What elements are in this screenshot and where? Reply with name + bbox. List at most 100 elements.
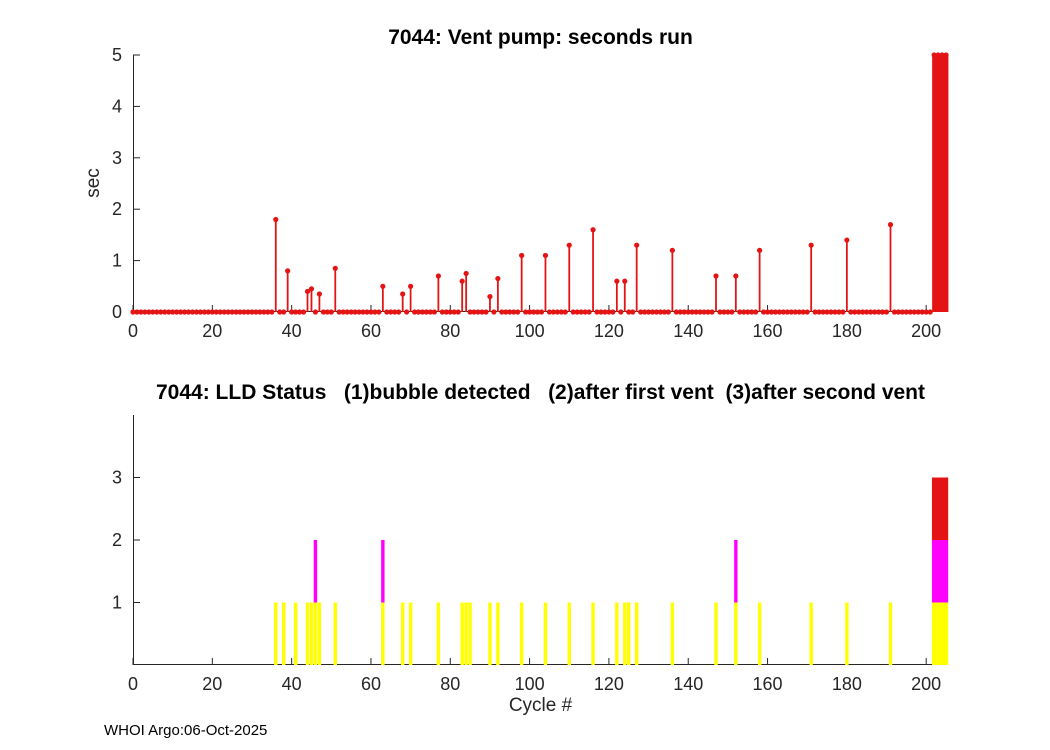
stem-zero-marker bbox=[261, 309, 267, 315]
stem-zero-marker bbox=[673, 309, 679, 315]
status-bar-segment-level-2 bbox=[931, 540, 937, 603]
stem-zero-marker bbox=[340, 309, 346, 315]
x-tick-label: 120 bbox=[594, 674, 624, 694]
stem-zero-marker bbox=[824, 309, 830, 315]
stem-zero-marker bbox=[158, 309, 164, 315]
stem-zero-marker bbox=[911, 309, 917, 315]
x-tick-label: 140 bbox=[673, 321, 703, 341]
stem-marker bbox=[634, 242, 640, 248]
stem-zero-marker bbox=[209, 309, 215, 315]
status-bar-segment-level-1 bbox=[313, 602, 318, 665]
status-bar-segment-level-3 bbox=[943, 477, 949, 540]
stem-marker bbox=[844, 237, 850, 243]
stem-zero-marker bbox=[665, 309, 672, 315]
stem-zero-marker bbox=[134, 309, 140, 315]
y-tick-label: 2 bbox=[112, 530, 122, 550]
stem-zero-marker bbox=[348, 309, 354, 315]
stem-clipped-column bbox=[932, 55, 937, 312]
stem-zero-marker bbox=[856, 309, 862, 315]
stem-zero-marker bbox=[138, 309, 144, 315]
x-tick-label: 100 bbox=[515, 674, 545, 694]
stem-zero-marker bbox=[431, 309, 438, 315]
stem-zero-marker bbox=[503, 309, 509, 315]
x-tick-label: 0 bbox=[128, 321, 138, 341]
y-tick-label: 2 bbox=[112, 199, 122, 219]
status-bar-segment-level-2 bbox=[734, 540, 738, 603]
stem-marker bbox=[273, 216, 279, 223]
stem-zero-marker bbox=[146, 309, 152, 315]
stem-marker bbox=[590, 227, 596, 233]
x-tick-label: 160 bbox=[753, 674, 783, 694]
stem-marker bbox=[380, 283, 386, 289]
stem-zero-marker bbox=[832, 309, 838, 315]
stem-marker bbox=[435, 273, 441, 279]
stem-zero-marker bbox=[895, 309, 902, 315]
stem-zero-marker bbox=[681, 309, 687, 315]
stem-zero-marker bbox=[491, 309, 497, 315]
stem-zero-marker bbox=[725, 309, 731, 315]
x-tick-label: 80 bbox=[440, 674, 460, 694]
stem-zero-marker bbox=[296, 309, 303, 315]
stem-zero-marker bbox=[511, 309, 517, 315]
stem-zero-marker bbox=[538, 309, 545, 315]
stem-zero-marker bbox=[653, 309, 660, 315]
status-bar-segment-level-1 bbox=[935, 602, 941, 665]
x-tick-label: 40 bbox=[282, 674, 302, 694]
stem-zero-marker bbox=[780, 309, 787, 315]
stem-zero-marker bbox=[225, 309, 231, 315]
status-bar-segment-level-3 bbox=[931, 477, 937, 540]
status-bar-segment-level-2 bbox=[943, 540, 949, 603]
y-tick-label: 4 bbox=[112, 96, 122, 116]
stem-zero-marker bbox=[174, 309, 180, 315]
stem-zero-marker bbox=[760, 309, 767, 315]
status-bar-segment-level-1 bbox=[305, 602, 310, 665]
stem-zero-marker bbox=[245, 309, 251, 315]
stem-zero-marker bbox=[364, 309, 370, 315]
status-bar-segment-level-1 bbox=[543, 602, 548, 665]
stem-marker bbox=[408, 283, 414, 289]
stem-zero-marker bbox=[891, 309, 898, 315]
stem-zero-marker bbox=[745, 309, 751, 315]
stem-zero-marker bbox=[804, 309, 810, 315]
stem-zero-marker bbox=[499, 309, 505, 315]
stem-marker bbox=[304, 288, 311, 295]
stem-marker bbox=[459, 278, 465, 284]
stem-marker bbox=[463, 270, 469, 277]
stem-zero-marker bbox=[796, 309, 802, 315]
stem-zero-marker bbox=[709, 309, 715, 315]
stem-zero-marker bbox=[828, 309, 834, 315]
stem-zero-marker bbox=[130, 309, 136, 315]
stem-zero-marker bbox=[439, 309, 445, 315]
stem-marker bbox=[495, 275, 501, 282]
x-tick-label: 120 bbox=[594, 321, 624, 341]
x-tick-label: 200 bbox=[911, 321, 941, 341]
status-bar-segment-level-2 bbox=[381, 540, 385, 603]
stem-zero-marker bbox=[475, 309, 481, 315]
status-bar-segment-level-1 bbox=[460, 602, 464, 665]
stem-zero-marker bbox=[578, 309, 584, 315]
status-bar-segment-level-1 bbox=[381, 602, 385, 665]
stem-zero-marker bbox=[776, 309, 783, 315]
stem-marker bbox=[332, 265, 338, 271]
stem-zero-marker bbox=[404, 309, 410, 315]
stem-zero-marker bbox=[705, 309, 711, 315]
status-bar-segment-level-1 bbox=[488, 602, 492, 665]
stem-zero-marker bbox=[213, 309, 219, 315]
stem-zero-marker bbox=[526, 309, 533, 315]
stem-zero-marker bbox=[166, 309, 172, 315]
stem-zero-marker bbox=[336, 309, 342, 315]
stem-zero-marker bbox=[154, 309, 160, 315]
stem-zero-marker bbox=[467, 309, 473, 315]
status-bar-segment-level-2 bbox=[935, 540, 941, 603]
stem-zero-marker bbox=[550, 309, 556, 315]
stem-zero-marker bbox=[875, 309, 882, 315]
stem-zero-marker bbox=[602, 309, 608, 315]
stem-zero-marker bbox=[764, 309, 771, 315]
status-bar-segment-level-2 bbox=[313, 540, 318, 603]
y-tick-label: 0 bbox=[112, 302, 122, 322]
stem-marker bbox=[887, 222, 894, 228]
stem-zero-marker bbox=[455, 309, 461, 315]
stem-zero-marker bbox=[372, 309, 378, 315]
stem-marker bbox=[808, 242, 814, 248]
stem-marker bbox=[669, 247, 675, 253]
